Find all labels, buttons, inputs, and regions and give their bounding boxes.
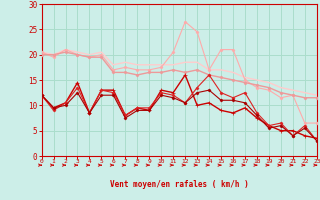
X-axis label: Vent moyen/en rafales ( km/h ): Vent moyen/en rafales ( km/h ) <box>110 180 249 189</box>
